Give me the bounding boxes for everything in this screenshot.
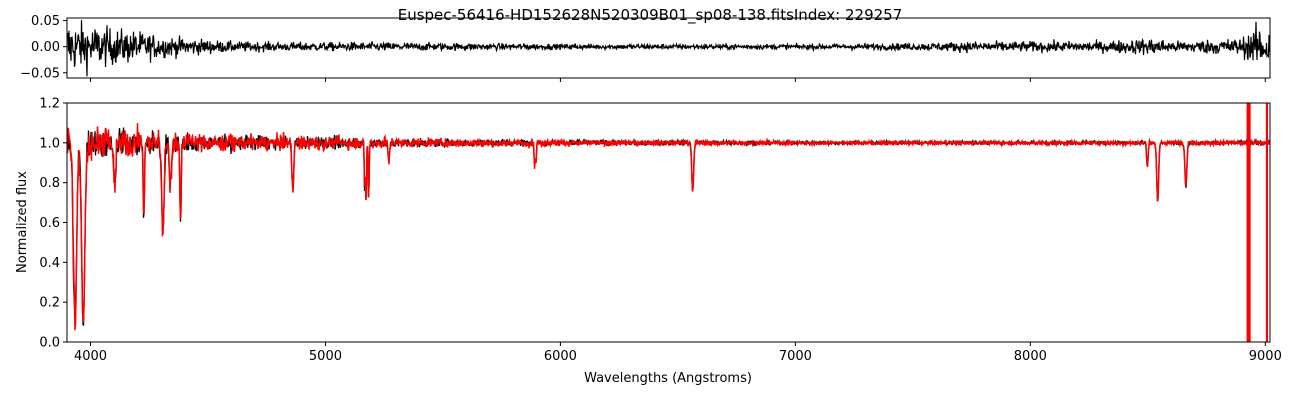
spectrum-y-tick-label: 1.0 xyxy=(39,136,60,151)
x-axis-label: Wavelengths (Angstroms) xyxy=(584,371,752,386)
residual-y-tick-label: −0.05 xyxy=(20,66,60,81)
spectrum-panel: 0.0 0.2 0.4 0.6 0.8 1.0 1.2 4000 5000 6000 7000 80… xyxy=(15,97,1282,387)
residual-series-line xyxy=(67,19,1270,77)
spectrum-x-tick-label: 7000 xyxy=(779,349,812,364)
residual-y-tick-label: 0.00 xyxy=(31,40,60,55)
spectrum-y-tick-label: 0.2 xyxy=(39,296,60,311)
residual-plot-frame xyxy=(66,17,1271,79)
model-spectrum-line xyxy=(67,123,1270,331)
spectrum-x-axis: 4000 5000 6000 7000 8000 9000 xyxy=(74,342,1282,364)
residual-y-axis: 0.05 0.00 −0.05 xyxy=(20,14,67,81)
spectrum-x-tick-label: 9000 xyxy=(1249,349,1282,364)
spectrum-x-tick-label: 4000 xyxy=(74,349,107,364)
spectrum-y-tick-label: 0.0 xyxy=(39,336,60,351)
spectrum-y-axis: 0.0 0.2 0.4 0.6 0.8 1.0 1.2 xyxy=(39,97,67,351)
spectrum-y-tick-label: 0.6 xyxy=(39,216,60,231)
residual-panel: 0.05 0.00 −0.05 xyxy=(20,14,1271,82)
spectrum-x-tick-label: 8000 xyxy=(1014,349,1047,364)
y-axis-label: Normalized flux xyxy=(15,171,30,273)
chart-title: Euspec-56416-HD152628N520309B01_sp08-138… xyxy=(398,6,903,25)
spectrum-y-tick-label: 0.4 xyxy=(39,256,60,271)
model-spikes xyxy=(1246,103,1269,342)
spectrum-y-tick-label: 0.8 xyxy=(39,176,60,191)
residual-y-tick-label: 0.05 xyxy=(31,14,60,29)
observed-spectrum-line xyxy=(67,127,1270,326)
spectrum-x-tick-label: 5000 xyxy=(309,349,342,364)
spectrum-y-tick-label: 1.2 xyxy=(39,97,60,112)
residual-x-ticks xyxy=(89,78,1266,82)
spectrum-x-tick-label: 6000 xyxy=(544,349,577,364)
